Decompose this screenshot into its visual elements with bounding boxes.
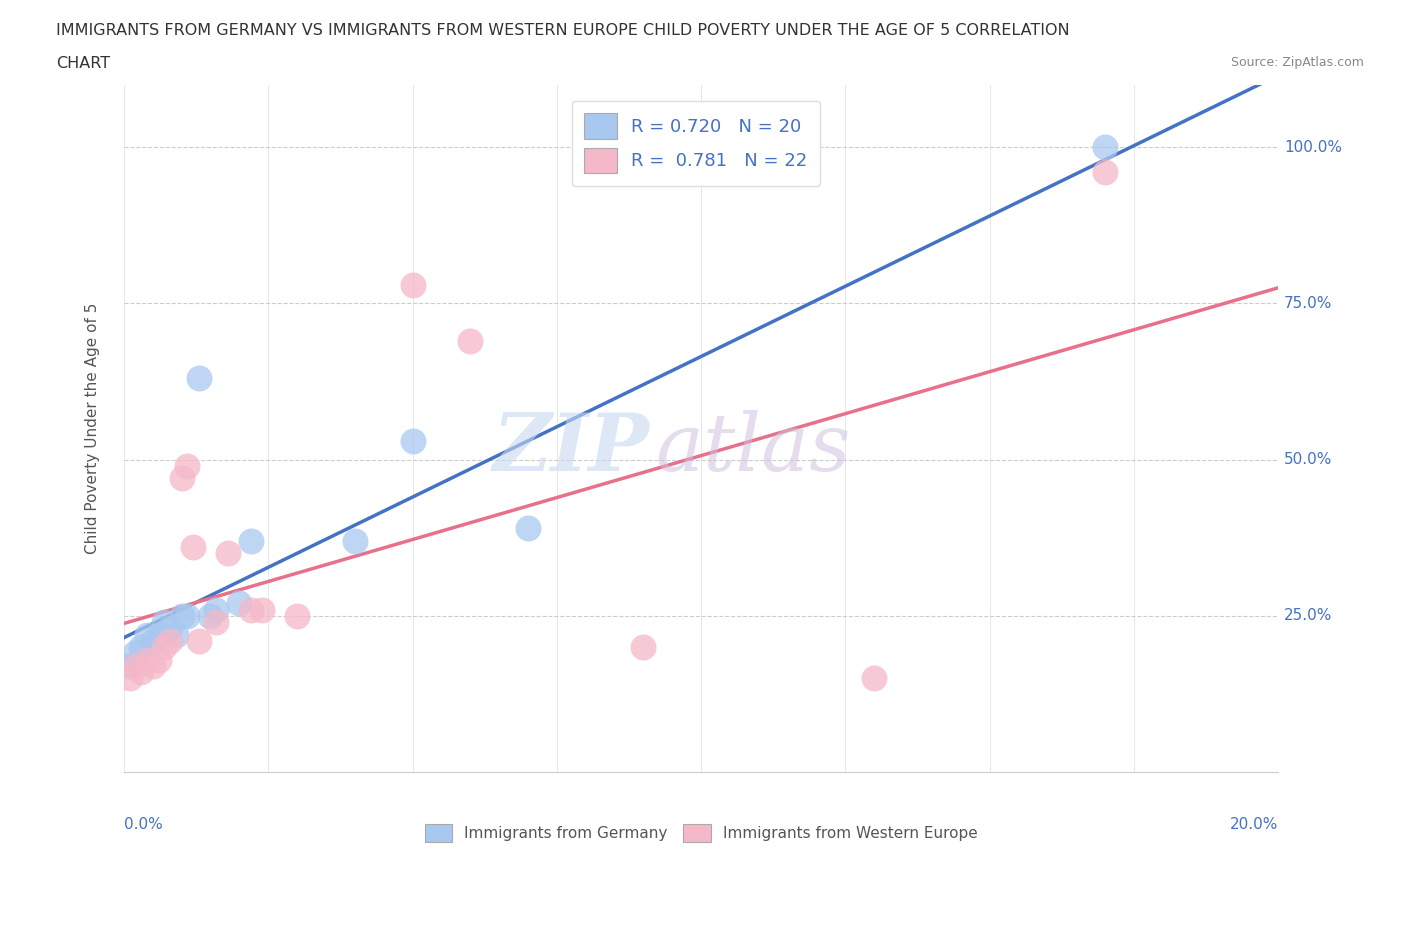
Point — [217, 546, 239, 561]
Point — [148, 627, 170, 642]
Text: 20.0%: 20.0% — [1230, 817, 1278, 831]
Point — [142, 633, 165, 648]
Point — [1094, 140, 1116, 154]
Point — [159, 633, 181, 648]
Point — [165, 627, 187, 642]
Point — [1094, 165, 1116, 179]
Legend: Immigrants from Germany, Immigrants from Western Europe: Immigrants from Germany, Immigrants from… — [419, 817, 984, 848]
Text: IMMIGRANTS FROM GERMANY VS IMMIGRANTS FROM WESTERN EUROPE CHILD POVERTY UNDER TH: IMMIGRANTS FROM GERMANY VS IMMIGRANTS FR… — [56, 23, 1070, 38]
Point — [633, 640, 655, 655]
Point — [458, 334, 481, 349]
Text: 75.0%: 75.0% — [1284, 296, 1333, 311]
Text: CHART: CHART — [56, 56, 110, 71]
Point — [118, 658, 141, 673]
Point — [205, 615, 228, 630]
Point — [343, 534, 366, 549]
Point — [153, 615, 176, 630]
Point — [129, 665, 152, 680]
Text: 0.0%: 0.0% — [124, 817, 163, 831]
Point — [200, 608, 222, 623]
Point — [188, 371, 211, 386]
Point — [170, 608, 193, 623]
Point — [118, 671, 141, 685]
Point — [136, 627, 159, 642]
Text: atlas: atlas — [655, 410, 851, 487]
Point — [863, 671, 886, 685]
Point — [239, 534, 262, 549]
Point — [239, 602, 262, 617]
Point — [129, 640, 152, 655]
Point — [401, 433, 423, 448]
Text: 50.0%: 50.0% — [1284, 452, 1333, 467]
Text: ZIP: ZIP — [492, 410, 650, 487]
Point — [285, 608, 308, 623]
Point — [517, 521, 540, 536]
Point — [205, 602, 228, 617]
Point — [148, 652, 170, 667]
Text: 25.0%: 25.0% — [1284, 608, 1333, 623]
Point — [159, 621, 181, 636]
Point — [188, 633, 211, 648]
Point — [228, 596, 250, 611]
Point — [124, 645, 146, 660]
Point — [401, 277, 423, 292]
Point — [176, 608, 198, 623]
Point — [252, 602, 274, 617]
Point — [142, 658, 165, 673]
Text: 100.0%: 100.0% — [1284, 140, 1343, 154]
Point — [124, 658, 146, 673]
Y-axis label: Child Poverty Under the Age of 5: Child Poverty Under the Age of 5 — [86, 302, 100, 554]
Point — [181, 539, 204, 554]
Point — [136, 652, 159, 667]
Text: Source: ZipAtlas.com: Source: ZipAtlas.com — [1230, 56, 1364, 69]
Point — [170, 471, 193, 485]
Point — [153, 640, 176, 655]
Point — [176, 458, 198, 473]
